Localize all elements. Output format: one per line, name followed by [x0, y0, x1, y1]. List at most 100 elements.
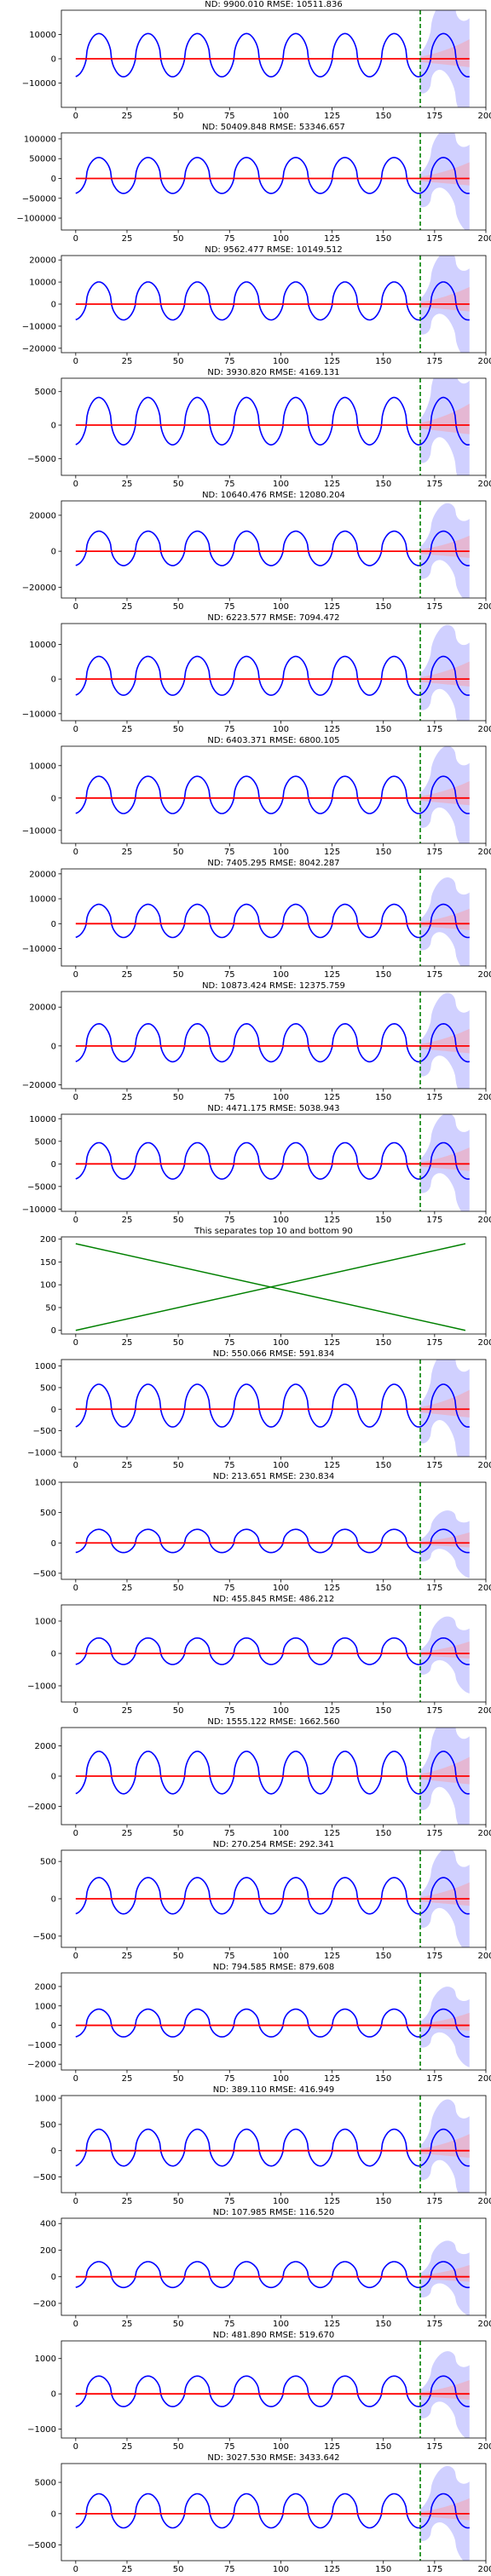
forecast-band-inner: [420, 1882, 470, 1906]
y-tick-label: 0: [51, 548, 56, 557]
y-tick-label: 0: [51, 676, 56, 685]
chart-title: ND: 794.585 RMSE: 879.608: [213, 1963, 334, 1972]
chart-panel-5: ND: 10640.476 RMSE: 12080.204 0 25 50 75 100 1…: [22, 491, 491, 612]
axes-frame: [61, 745, 487, 844]
plot-area: [75, 501, 470, 598]
y-tick-label: 20000: [29, 1003, 56, 1013]
y-tick-label: −200: [33, 2299, 56, 2309]
forecast-band-inner: [420, 2265, 470, 2282]
x-tick-label: 200: [477, 234, 491, 244]
x-tick-label: 75: [224, 1216, 235, 1225]
target-series-line: [75, 157, 470, 194]
x-tick-label: 50: [173, 2320, 184, 2329]
y-tick-label: 0: [51, 1895, 56, 1905]
plot-area: [75, 10, 470, 107]
x-tick-label: 200: [477, 970, 491, 980]
y-tick-label: 0: [51, 2510, 56, 2519]
x-tick-label: 25: [122, 1461, 133, 1470]
x-tick-label: 50: [173, 1829, 184, 1838]
y-tick-label: −20000: [22, 584, 56, 593]
chart-panel-17: ND: 794.585 RMSE: 879.608 0 25 50 75 100 125 15…: [27, 1963, 491, 2084]
chart-panel-12: ND: 550.066 RMSE: 591.834 0 25 50 75 100 125 15…: [27, 1349, 491, 1470]
forecast-band-inner: [420, 1389, 470, 1417]
x-tick-label: 175: [426, 1461, 442, 1470]
axes-frame: [61, 2095, 487, 2194]
chart-panel-21: ND: 3027.530 RMSE: 3433.642 0 25 50 75 100 125…: [27, 2453, 491, 2574]
x-tick-label: 200: [477, 1584, 491, 1593]
target-series-line: [75, 396, 470, 446]
x-tick-label: 0: [73, 112, 78, 121]
chart-panel-16: ND: 270.254 RMSE: 292.341 0 25 50 75 100 125 15…: [33, 1840, 491, 1961]
y-tick-label: 5000: [35, 2479, 56, 2488]
y-tick-label: 0: [51, 301, 56, 310]
x-tick-label: 0: [73, 1093, 78, 1102]
x-tick-label: 75: [224, 725, 235, 734]
x-tick-label: 175: [426, 970, 442, 980]
x-tick-label: 125: [324, 2320, 340, 2329]
x-tick-label: 200: [477, 2197, 491, 2206]
y-tick-label: −10000: [22, 322, 56, 331]
x-tick-label: 25: [122, 970, 133, 980]
chart-panel-10: ND: 4471.175 RMSE: 5038.943 0 25 50 75 100 125…: [22, 1104, 491, 1225]
y-tick-label: 1000: [35, 2002, 56, 2011]
x-tick-label: 100: [273, 1829, 289, 1838]
y-tick-label: 0: [51, 1406, 56, 1415]
target-series-line: [75, 775, 470, 814]
forecast-band-inner: [420, 162, 470, 186]
target-series-line: [75, 1528, 470, 1554]
chart-panel-9: ND: 10873.424 RMSE: 12375.759 0 25 50 75 100 1…: [22, 981, 491, 1102]
x-tick-label: 200: [477, 602, 491, 612]
y-tick-label: 10000: [29, 279, 56, 288]
x-tick-label: 75: [224, 234, 235, 244]
x-tick-label: 150: [375, 848, 391, 857]
axes-frame: [61, 1236, 487, 1335]
x-tick-label: 200: [477, 2320, 491, 2329]
plot-area: [75, 256, 470, 353]
x-tick-label: 175: [426, 1952, 442, 1961]
y-tick-label: −20000: [22, 344, 56, 354]
chart-panel-20: ND: 481.890 RMSE: 519.670 0 25 50 75 100 125 15…: [27, 2331, 491, 2452]
axes-frame: [61, 377, 487, 476]
x-tick-label: 175: [426, 1338, 442, 1348]
x-tick-label: 25: [122, 848, 133, 857]
axes-frame: [61, 991, 487, 1090]
y-tick-label: 0: [51, 794, 56, 803]
forecast-band-inner: [420, 2498, 470, 2521]
x-tick-label: 200: [477, 1338, 491, 1348]
x-tick-label: 50: [173, 970, 184, 980]
x-tick-label: 200: [477, 480, 491, 489]
y-tick-label: 5000: [35, 1137, 56, 1147]
x-tick-label: 200: [477, 1952, 491, 1961]
y-tick-label: 0: [51, 1042, 56, 1051]
target-series-line: [75, 655, 470, 696]
x-tick-label: 150: [375, 1829, 391, 1838]
y-tick-label: 20000: [29, 256, 56, 266]
x-tick-label: 75: [224, 2074, 235, 2084]
x-tick-label: 0: [73, 602, 78, 612]
chart-title: ND: 9900.010 RMSE: 10511.836: [205, 0, 343, 9]
x-tick-label: 25: [122, 1216, 133, 1225]
x-tick-label: 125: [324, 848, 340, 857]
x-tick-label: 175: [426, 2074, 442, 2084]
x-tick-label: 150: [375, 970, 391, 980]
y-tick-label: −1000: [27, 2041, 56, 2050]
x-tick-label: 25: [122, 357, 133, 366]
x-tick-label: 175: [426, 1216, 442, 1225]
plot-area: [75, 869, 470, 966]
x-tick-label: 50: [173, 234, 184, 244]
x-tick-label: 50: [173, 848, 184, 857]
x-tick-label: 150: [375, 1584, 391, 1593]
x-tick-label: 150: [375, 725, 391, 734]
x-tick-label: 0: [73, 2442, 78, 2452]
y-tick-label: 0: [51, 2273, 56, 2282]
x-tick-label: 75: [224, 602, 235, 612]
x-tick-label: 75: [224, 357, 235, 366]
y-tick-label: −10000: [22, 79, 56, 89]
plot-area: [75, 378, 470, 475]
y-tick-label: 2000: [35, 1982, 56, 1992]
chart-panel-14: ND: 455.845 RMSE: 486.212 0 25 50 75 100 125 15…: [27, 1595, 491, 1716]
chart-title: ND: 455.845 RMSE: 486.212: [213, 1595, 334, 1604]
y-tick-label: 500: [40, 1858, 56, 1867]
x-tick-label: 25: [122, 480, 133, 489]
x-tick-label: 50: [173, 1952, 184, 1961]
